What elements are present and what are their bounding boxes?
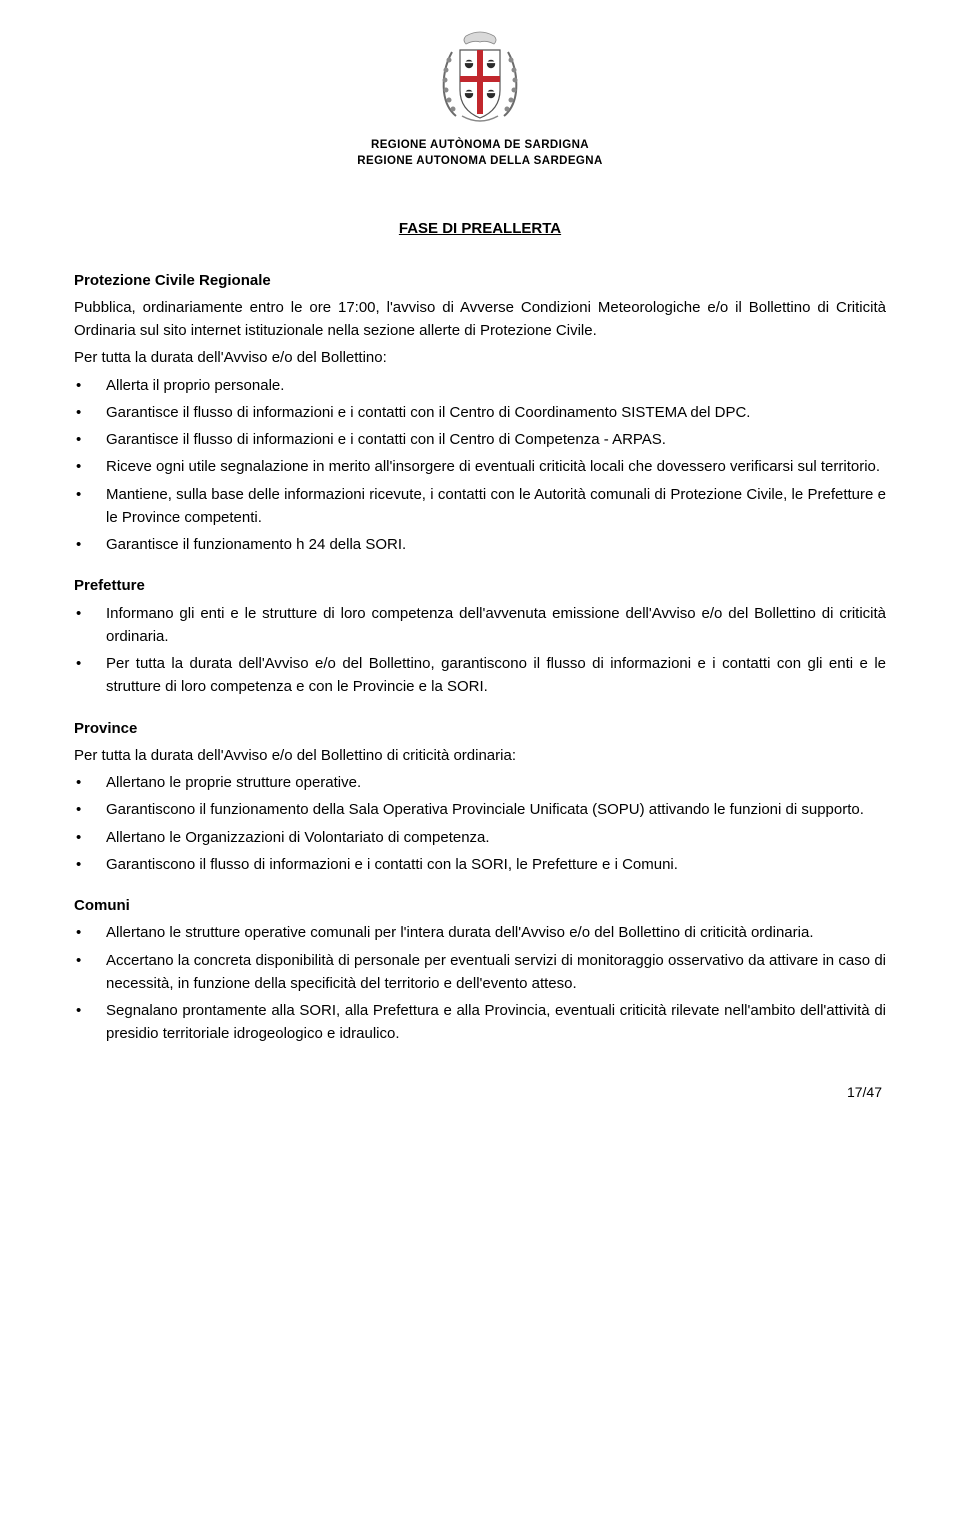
header-line-2: REGIONE AUTONOMA DELLA SARDEGNA <box>74 154 886 170</box>
list-item: Garantisce il flusso di informazioni e i… <box>74 401 886 424</box>
header-text: REGIONE AUTÒNOMA DE SARDIGNA REGIONE AUT… <box>74 138 886 169</box>
list-item: Garantiscono il flusso di informazioni e… <box>74 853 886 876</box>
section: Province Per tutta la durata dell'Avviso … <box>74 717 886 877</box>
section-heading: Comuni <box>74 894 886 917</box>
section-intro: Per tutta la durata dell'Avviso e/o del … <box>74 744 886 767</box>
sections-container: Protezione Civile Regionale Pubblica, ord… <box>74 269 886 1046</box>
page-number: 17/47 <box>74 1082 886 1104</box>
bullet-list: Allerta il proprio personale. Garantisce … <box>74 374 886 557</box>
sardinia-crest-icon <box>436 30 524 132</box>
document-title: FASE DI PREALLERTA <box>74 217 886 240</box>
list-item: Segnalano prontamente alla SORI, alla Pr… <box>74 999 886 1046</box>
bullet-list: Allertano le proprie strutture operative… <box>74 771 886 876</box>
list-item: Garantisce il funzionamento h 24 della S… <box>74 533 886 556</box>
page-container: REGIONE AUTÒNOMA DE SARDIGNA REGIONE AUT… <box>0 0 960 1153</box>
section-heading: Province <box>74 717 886 740</box>
list-item: Garantiscono il funzionamento della Sala… <box>74 798 886 821</box>
list-item: Allertano le strutture operative comunal… <box>74 921 886 944</box>
section-intro: Per tutta la durata dell'Avviso e/o del … <box>74 346 886 369</box>
list-item: Per tutta la durata dell'Avviso e/o del … <box>74 652 886 699</box>
list-item: Riceve ogni utile segnalazione in merito… <box>74 455 886 478</box>
list-item: Accertano la concreta disponibilità di p… <box>74 949 886 996</box>
list-item: Allerta il proprio personale. <box>74 374 886 397</box>
section-intro: Pubblica, ordinariamente entro le ore 17… <box>74 296 886 343</box>
section-heading: Protezione Civile Regionale <box>74 269 886 292</box>
bullet-list: Allertano le strutture operative comunal… <box>74 921 886 1045</box>
header-line-1: REGIONE AUTÒNOMA DE SARDIGNA <box>74 138 886 154</box>
bullet-list: Informano gli enti e le strutture di lor… <box>74 602 886 699</box>
section: Comuni Allertano le strutture operative c… <box>74 894 886 1046</box>
list-item: Garantisce il flusso di informazioni e i… <box>74 428 886 451</box>
header-logo <box>74 30 886 132</box>
section: Protezione Civile Regionale Pubblica, ord… <box>74 269 886 557</box>
list-item: Mantiene, sulla base delle informazioni … <box>74 483 886 530</box>
section-heading: Prefetture <box>74 574 886 597</box>
section: Prefetture Informano gli enti e le strutt… <box>74 574 886 698</box>
list-item: Allertano le proprie strutture operative… <box>74 771 886 794</box>
list-item: Allertano le Organizzazioni di Volontari… <box>74 826 886 849</box>
list-item: Informano gli enti e le strutture di lor… <box>74 602 886 649</box>
